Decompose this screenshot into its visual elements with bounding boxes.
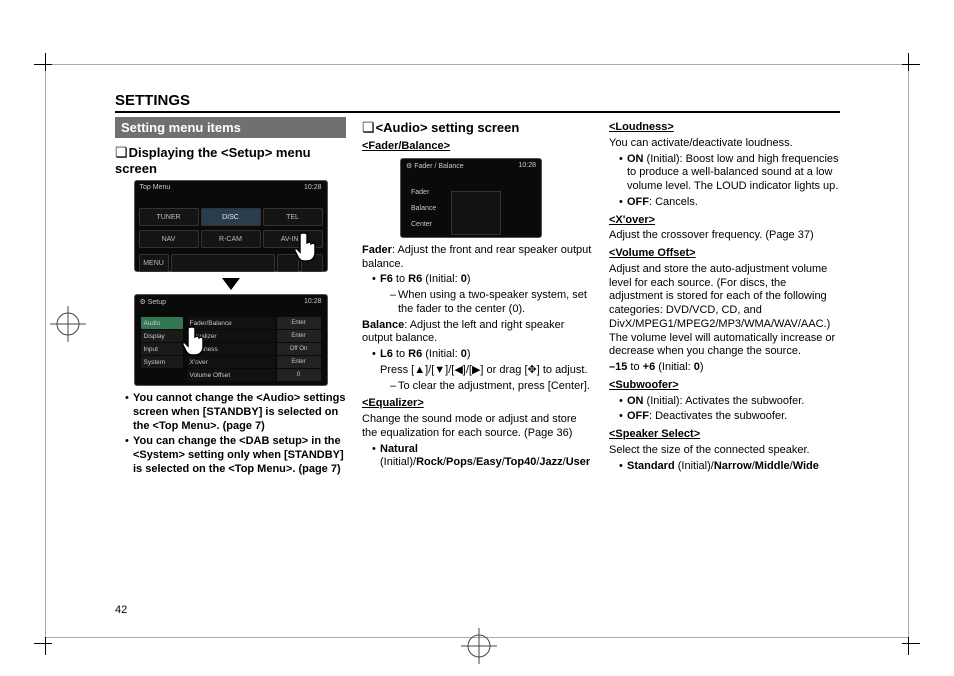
balance-range: L6 to R6 (Initial: 0) Press [▲]/[▼]/[◀]/… xyxy=(372,348,593,393)
balance-press: Press [▲]/[▼]/[◀]/[▶] or drag [✥] to adj… xyxy=(380,364,593,378)
xover-desc: Adjust the crossover frequency. (Page 37… xyxy=(609,229,840,243)
registration-mark xyxy=(50,306,86,342)
subwoofer-off: OFF: Deactivates the subwoofer. xyxy=(619,410,840,424)
setting-subwoofer: <Subwoofer> xyxy=(609,379,840,393)
setting-xover: <X'over> xyxy=(609,214,840,228)
setting-volume-offset: <Volume Offset> xyxy=(609,247,840,261)
speaker-select-options: Standard (Initial)/Narrow/Middle/Wide xyxy=(619,460,840,474)
fader-note: When using a two-speaker system, set the… xyxy=(390,289,593,317)
pointer-hand-icon xyxy=(293,231,323,265)
column-1: Setting menu items ❏Displaying the <Setu… xyxy=(115,117,346,479)
subwoofer-on: ON (Initial): Activates the subwoofer. xyxy=(619,395,840,409)
speaker-select-desc: Select the size of the connected speaker… xyxy=(609,444,840,458)
crop-mark xyxy=(902,637,926,661)
section-banner: Setting menu items xyxy=(115,117,346,138)
subhead-display-setup: ❏Displaying the <Setup> menu screen xyxy=(115,144,346,176)
loudness-desc: You can activate/deactivate loudness. xyxy=(609,137,840,151)
setting-equalizer: <Equalizer> xyxy=(362,397,593,411)
equalizer-modes: Natural (Initial)/Rock/Pops/Easy/Top40/J… xyxy=(372,443,593,471)
note-item: You cannot change the <Audio> settings s… xyxy=(133,392,346,432)
setting-speaker-select: <Speaker Select> xyxy=(609,428,840,442)
arrow-down-icon xyxy=(222,278,240,290)
equalizer-desc: Change the sound mode or adjust and stor… xyxy=(362,413,593,441)
fader-range: F6 to R6 (Initial: 0) When using a two-s… xyxy=(372,273,593,316)
loudness-off: OFF: Cancels. xyxy=(619,196,840,210)
subhead-audio: ❏<Audio> setting screen xyxy=(362,119,593,136)
page-content: SETTINGS Setting menu items ❏Displaying … xyxy=(115,92,840,479)
column-3: <Loudness> You can activate/deactivate l… xyxy=(609,117,840,479)
note-item: You can change the <DAB setup> in the <S… xyxy=(133,435,344,475)
page-number: 42 xyxy=(115,604,127,616)
column-2: ❏<Audio> setting screen <Fader/Balance> … xyxy=(362,117,593,479)
balance-desc: Balance: Adjust the left and right speak… xyxy=(362,319,593,347)
device-screenshot-fader: ⚙ Fader / Balance10:28 Fader Balance Cen… xyxy=(400,158,542,238)
device-screenshot-topmenu: Top Menu10:28 TUNER DISC TEL NAV R-CAM A… xyxy=(134,180,328,272)
device-screenshot-setup: ⚙ Setup10:28 Audio Display Input System … xyxy=(134,294,328,386)
crop-mark xyxy=(28,47,52,71)
crop-mark xyxy=(28,637,52,661)
setting-loudness: <Loudness> xyxy=(609,121,840,135)
registration-mark xyxy=(461,628,497,664)
crop-mark xyxy=(902,47,926,71)
balance-clear: To clear the adjustment, press [Center]. xyxy=(390,380,593,394)
setting-fader-balance: <Fader/Balance> xyxy=(362,140,593,154)
pointer-hand-icon xyxy=(181,325,211,359)
volume-offset-range: –15 to +6 (Initial: 0) xyxy=(609,361,840,375)
fader-desc: Fader: Adjust the front and rear speaker… xyxy=(362,244,593,272)
notes-list: You cannot change the <Audio> settings s… xyxy=(125,392,346,477)
volume-offset-desc: Adjust and store the auto-adjustment vol… xyxy=(609,263,840,359)
loudness-on: ON (Initial): Boost low and high frequen… xyxy=(619,153,840,194)
page-title: SETTINGS xyxy=(115,92,840,113)
